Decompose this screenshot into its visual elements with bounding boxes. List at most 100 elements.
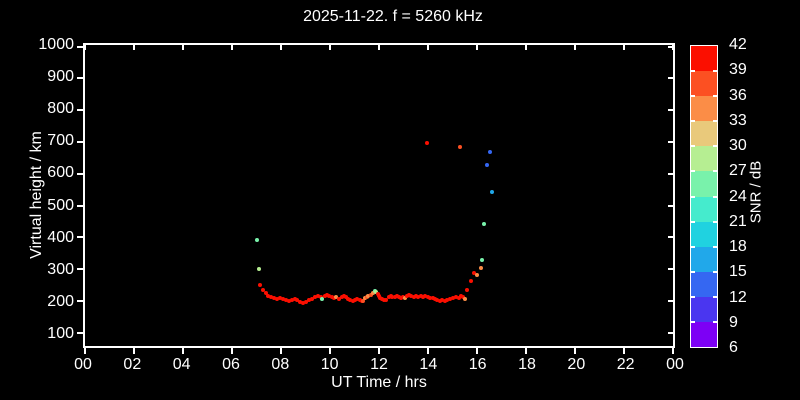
colorbar-tick-label: 9	[729, 313, 738, 331]
y-tick	[77, 331, 83, 334]
x-tick-label: 00	[74, 356, 92, 373]
data-point	[403, 296, 408, 300]
y-tick	[668, 172, 673, 175]
data-point	[272, 296, 277, 300]
data-point	[465, 287, 470, 292]
colorbar-tick	[713, 245, 717, 248]
x-tick-label: 08	[271, 356, 290, 373]
colorbar-tick-label: 21	[729, 212, 747, 230]
data-point	[366, 294, 371, 299]
x-tick-label: 02	[123, 356, 142, 373]
x-tick	[329, 348, 331, 354]
colorbar-tick	[713, 195, 717, 198]
data-point	[286, 298, 291, 303]
data-point	[266, 294, 270, 299]
colorbar-tick-label: 39	[729, 61, 747, 79]
plot-area	[77, 43, 675, 354]
data-point	[275, 296, 280, 301]
y-tick-label: 900	[47, 67, 74, 85]
colorbar-tick	[691, 70, 695, 73]
y-tick	[77, 172, 83, 175]
y-tick	[77, 236, 83, 239]
x-tick-label: 12	[370, 356, 388, 373]
colorbar-tick	[691, 195, 695, 198]
colorbar-tick	[691, 270, 695, 273]
data-point	[347, 297, 352, 302]
data-point	[261, 287, 266, 292]
y-tick	[77, 109, 83, 112]
data-point	[440, 297, 445, 302]
data-point	[457, 145, 462, 150]
data-point	[268, 295, 273, 300]
data-point	[319, 296, 324, 301]
data-point	[256, 267, 261, 272]
colorbar-tick	[691, 170, 695, 173]
y-tick	[77, 45, 83, 48]
data-point	[433, 296, 438, 301]
colorbar-tick-label: 33	[729, 111, 747, 129]
data-point	[290, 297, 295, 302]
y-tick	[77, 268, 83, 271]
data-point	[475, 273, 479, 278]
colorbar-tick	[691, 320, 695, 323]
x-tick-labels: 00 02 04 06 08 10 12 14 16 18 20 22 00	[74, 356, 684, 374]
y-tick	[668, 140, 673, 143]
data-point	[463, 296, 468, 301]
colorbar-tick	[713, 270, 717, 273]
x-tick	[182, 45, 184, 50]
data-point	[482, 221, 487, 226]
data-point	[309, 296, 314, 301]
colorbar-tick	[691, 220, 695, 223]
colorbar-segment	[691, 196, 717, 222]
data-point	[480, 258, 485, 263]
data-point	[390, 295, 395, 300]
x-tick	[476, 45, 478, 50]
x-tick	[84, 45, 86, 50]
colorbar-tick	[713, 320, 717, 323]
y-tick-label: 300	[47, 261, 74, 279]
data-point	[423, 294, 428, 299]
x-tick	[231, 45, 233, 50]
colorbar-segment	[691, 46, 717, 72]
x-tick	[133, 45, 135, 50]
x-tick-label: 00	[666, 356, 684, 373]
colorbar-tick	[691, 120, 695, 123]
data-point	[445, 297, 450, 302]
x-tick	[427, 348, 429, 354]
data-point	[384, 297, 389, 302]
colorbar-tick	[713, 95, 717, 98]
data-point	[370, 291, 375, 296]
x-tick-label: 18	[518, 356, 536, 373]
colorbar-tick	[713, 145, 717, 148]
data-point	[425, 140, 430, 145]
data-point	[457, 296, 462, 300]
colorbar-segment	[691, 271, 717, 297]
data-point	[479, 266, 484, 271]
colorbar-tick-labels: 6 9 12 15 18 21 24 27 30 33 36 39 42	[729, 36, 774, 356]
colorbar-tick-label: 30	[729, 137, 747, 154]
x-tick	[133, 348, 135, 354]
colorbar-tick-label: 24	[729, 187, 747, 205]
data-point	[303, 300, 308, 305]
y-tick-label: 200	[47, 293, 74, 311]
data-point	[312, 295, 317, 300]
data-point	[354, 296, 359, 301]
colorbar-tick	[691, 145, 695, 148]
y-tick	[668, 45, 673, 48]
colorbar-tick	[713, 70, 717, 73]
y-tick	[668, 268, 673, 271]
colorbar-tick-label: 42	[729, 36, 747, 53]
data-point	[360, 298, 365, 303]
data-point	[278, 296, 283, 300]
y-tick-label: 700	[47, 132, 74, 150]
y-tick	[668, 331, 673, 334]
x-tick	[574, 348, 576, 354]
colorbar-segment	[691, 71, 717, 97]
x-tick-label: 14	[419, 356, 438, 373]
chart-title: 2025-11-22. f = 5260 kHz	[303, 8, 483, 25]
x-tick	[84, 348, 86, 354]
x-tick	[231, 348, 233, 354]
x-tick	[476, 348, 478, 354]
data-point	[258, 282, 263, 287]
